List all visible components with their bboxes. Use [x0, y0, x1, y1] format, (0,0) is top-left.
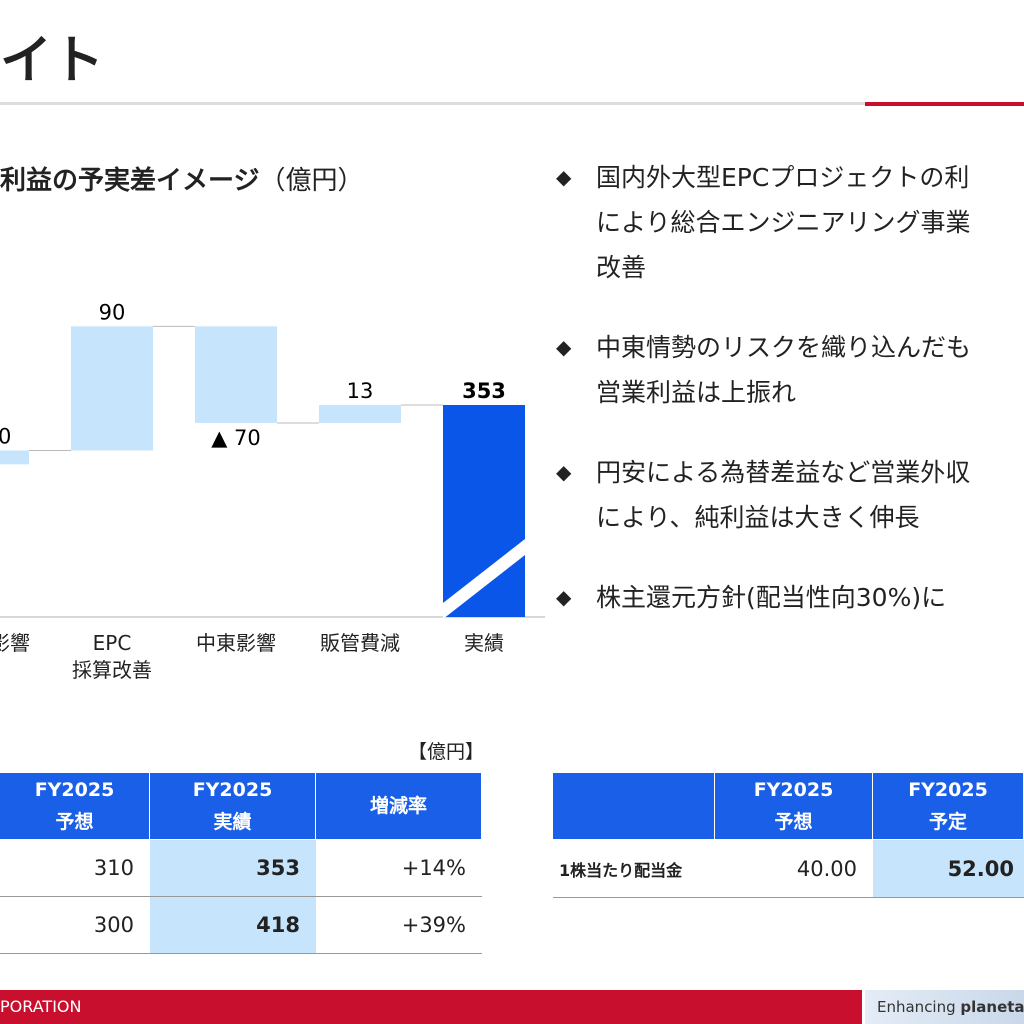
footer-image — [865, 990, 1024, 1024]
unit: 【億円】 — [408, 741, 485, 763]
header-cell: 増減率 — [316, 773, 482, 839]
bullet-diamond: ◆ — [556, 585, 572, 609]
tagline: Enhancing — [877, 998, 961, 1016]
bar — [71, 326, 153, 451]
x-tick-label: EPC 採算改善 — [72, 631, 152, 682]
slide-title: イト — [0, 31, 105, 91]
value-label: 13 — [347, 379, 374, 403]
rule-accent — [865, 102, 1024, 106]
bullet-line: により総合エンジニアリング事業 — [596, 208, 971, 237]
bullet-line: 改善 — [596, 253, 647, 282]
chart-title-main: 利益の予実差イメージ — [0, 166, 260, 196]
bullet-line: 営業利益は上振れ — [596, 378, 797, 407]
table-cell: 40.00 — [715, 840, 873, 898]
header-cell: FY2025 実績 — [150, 773, 316, 839]
bullet-line: により、純利益は大きく伸長 — [596, 503, 920, 532]
table-cell: +14% — [316, 840, 482, 897]
value-label: 353 — [462, 379, 506, 403]
axis-break — [443, 539, 525, 619]
bullet: ◆ 株主還元方針(配当性向30%)に — [556, 575, 1024, 620]
footer-company: PORATION — [0, 997, 82, 1016]
bar — [0, 450, 29, 465]
value-label: ▲ 70 — [211, 426, 261, 450]
header-cell: FY2025 予想 — [715, 773, 873, 839]
x-tick-label: 実績 — [464, 631, 504, 655]
footer-bar — [0, 990, 862, 1024]
bullet-diamond: ◆ — [556, 335, 572, 359]
x-tick-label: 影響 — [0, 631, 30, 655]
header-cell: FY2025 予想 — [0, 773, 150, 839]
table-cell: 310 — [0, 840, 150, 897]
table-cell: +39% — [316, 897, 482, 954]
bullet-line: 株主還元方針(配当性向30%)に — [596, 583, 947, 612]
table-cell: 300 — [0, 897, 150, 954]
bullet-line: 円安による為替差益など営業外収 — [596, 458, 971, 487]
bar — [319, 405, 401, 423]
value-label: 90 — [99, 300, 126, 324]
bullet: ◆ 円安による為替差益など営業外収 により、純利益は大きく伸長 — [556, 450, 1024, 540]
bullet-diamond: ◆ — [556, 165, 572, 189]
x-tick-label: 販管費減 — [320, 631, 400, 655]
bullet: ◆ 国内外大型EPCプロジェクトの利 により総合エンジニアリング事業 改善 — [556, 155, 1024, 290]
x-tick-label: 中東影響 — [196, 631, 276, 655]
bullet-diamond: ◆ — [556, 460, 572, 484]
rule — [0, 102, 1024, 105]
bullet: ◆ 中東情勢のリスクを織り込んだも 営業利益は上振れ — [556, 325, 1024, 415]
table-cell: 418 — [150, 897, 316, 954]
bar — [195, 326, 277, 423]
header-cell: FY2025 予定 — [873, 773, 1024, 839]
value-label: 10 — [0, 425, 11, 449]
bullet-line: 中東情勢のリスクを織り込んだも — [596, 333, 972, 362]
bullet-line: 国内外大型EPCプロジェクトの利 — [596, 163, 970, 192]
chart-title: 利益の予実差イメージ（億円） — [0, 160, 364, 197]
table-cell: 1株当たり配当金 — [553, 840, 715, 898]
chart-unit: （億円） — [259, 166, 364, 196]
footer-tagline: Enhancing planetar — [877, 998, 1024, 1016]
table-cell: 52.00 — [873, 840, 1024, 898]
header-cell — [553, 773, 715, 839]
tagline-bold: planetar — [960, 998, 1024, 1016]
table-cell: 353 — [150, 840, 316, 897]
